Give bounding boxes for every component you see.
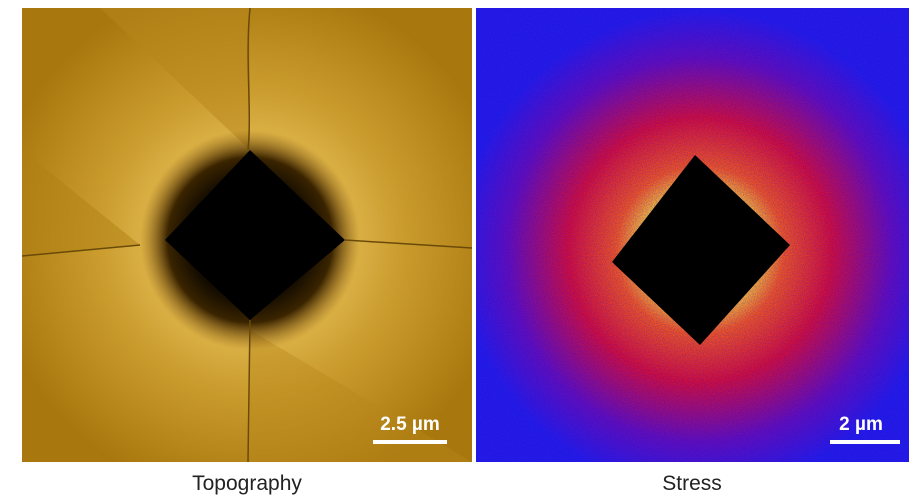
topography-image (22, 8, 472, 462)
figure: 2.5 µm 2 µm Topography Stress (0, 0, 909, 499)
caption: Stress (662, 472, 722, 495)
scale-bar (373, 440, 447, 444)
caption: Topography (192, 472, 302, 495)
scale-bar-label: 2 µm (839, 414, 883, 435)
scale-bar (830, 440, 900, 444)
scale-bar-label: 2.5 µm (380, 414, 440, 435)
stress-image (476, 8, 909, 462)
